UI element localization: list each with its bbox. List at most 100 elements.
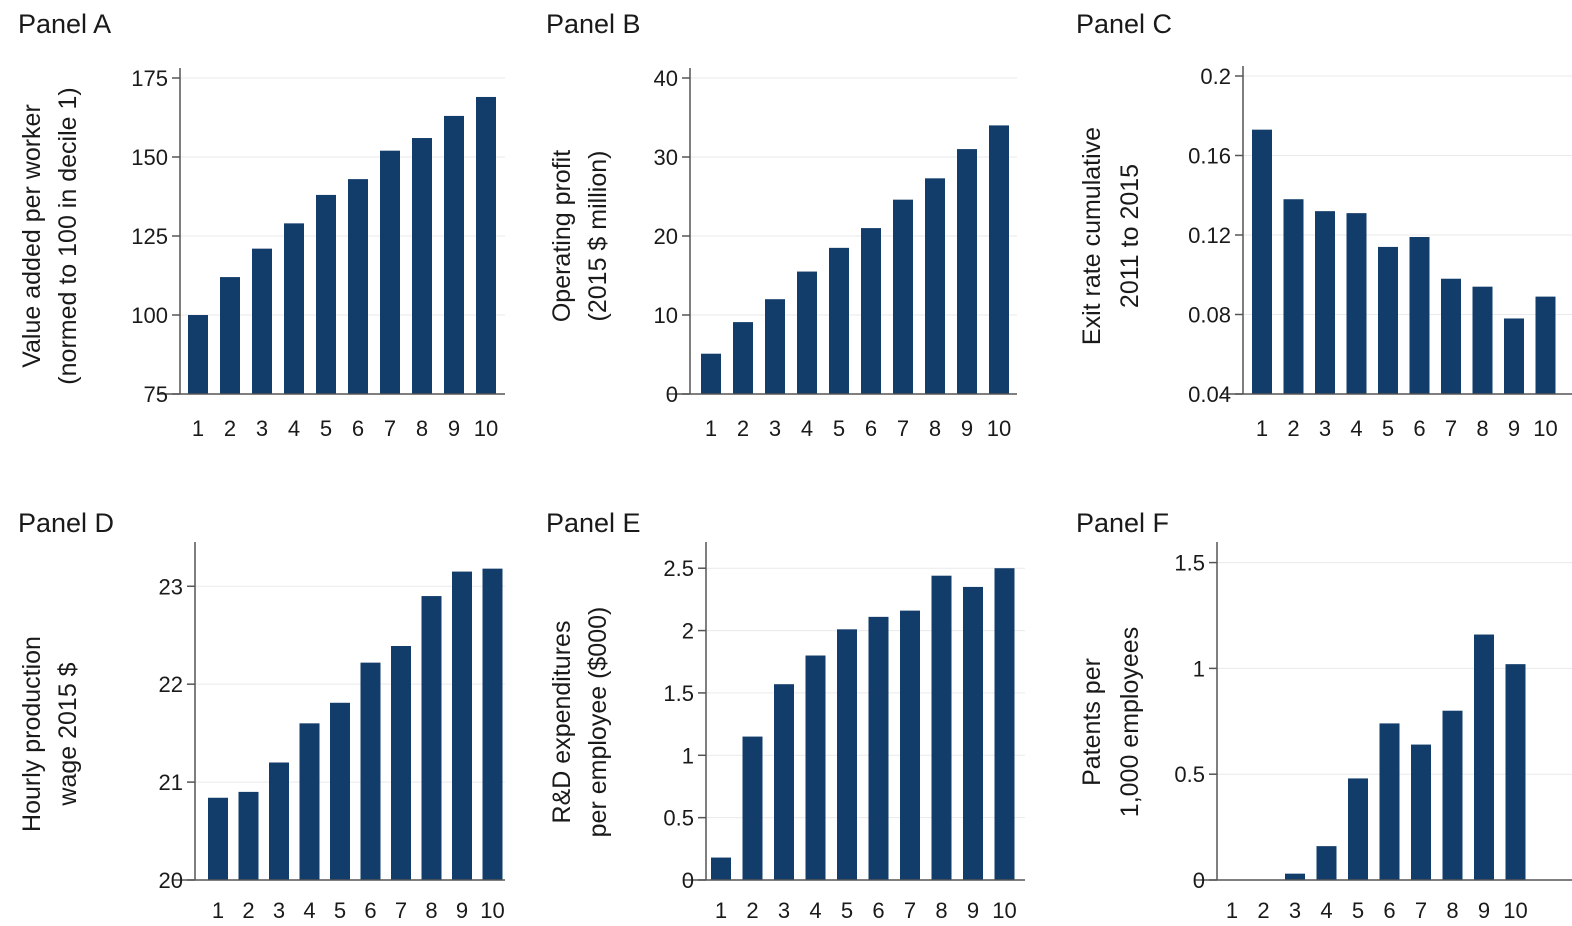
x-tick-label: 10 [1533,416,1557,441]
bar [1283,199,1304,394]
x-tick-label: 1 [192,416,204,441]
y-tick-label: 20 [159,868,183,893]
x-tick-label: 7 [384,416,396,441]
bar [269,762,289,880]
bar [330,702,350,880]
bar [900,610,920,880]
y-axis-label: Exit rate cumulative [1078,127,1106,345]
x-tick-label: 7 [1415,898,1427,923]
y-tick-label: 0.5 [663,806,694,831]
x-tick-label: 9 [1478,898,1490,923]
y-tick-label: 0 [666,382,678,407]
y-tick-label: 22 [159,672,183,697]
bar [316,194,336,394]
bar [931,575,952,880]
y-tick-label: 21 [159,770,183,795]
x-tick-label: 5 [1352,898,1364,923]
x-tick-label: 6 [352,416,364,441]
bar [1505,664,1526,880]
x-tick-label: 3 [1319,416,1331,441]
x-tick-label: 10 [1503,898,1527,923]
bar [963,586,983,880]
x-tick-label: 6 [1413,416,1425,441]
bar [1442,710,1463,880]
bar [1348,778,1368,880]
x-tick-label: 1 [705,416,717,441]
y-tick-label: 23 [159,574,183,599]
x-tick-label: 9 [1508,416,1520,441]
x-tick-label: 1 [1226,898,1238,923]
panel-e: Panel E R&D expenditures per employee ($… [546,508,1025,923]
y-axis-label: Value added per worker [18,104,46,368]
bar [1504,318,1524,394]
y-axis-label: (2015 $ million) [584,151,612,322]
x-tick-label: 6 [872,898,884,923]
x-tick-label: 8 [935,898,947,923]
y-axis-label: Patents per [1078,658,1106,786]
y-tick-label: 10 [654,303,678,328]
panel-title: Panel C [1076,9,1172,39]
panel-title: Panel F [1076,508,1169,538]
y-tick-label: 0.12 [1188,223,1231,248]
y-tick-label: 1.5 [663,681,694,706]
bar [925,178,945,394]
panel-title: Panel E [546,508,641,538]
y-axis-label: wage 2015 $ [54,662,82,806]
x-tick-label: 2 [224,416,236,441]
x-tick-label: 9 [967,898,979,923]
panel-title: Panel A [18,9,111,39]
y-tick-label: 0.16 [1188,144,1231,169]
bar [957,149,977,394]
x-tick-label: 8 [1476,416,1488,441]
x-tick-label: 4 [809,898,821,923]
x-tick-label: 10 [992,898,1016,923]
bar [837,629,857,880]
bar [742,736,763,880]
x-tick-label: 10 [480,898,504,923]
x-tick-label: 5 [320,416,332,441]
y-tick-label: 1.5 [1174,551,1205,576]
x-tick-label: 3 [769,416,781,441]
x-tick-label: 1 [1256,416,1268,441]
y-tick-label: 30 [654,145,678,170]
bar [1472,286,1493,394]
y-axis-label: Operating profit [548,150,576,322]
bar [829,247,849,394]
x-tick-label: 8 [425,898,437,923]
bar [861,228,881,394]
y-tick-label: 0 [1193,868,1205,893]
bar [391,645,411,880]
x-tick-label: 5 [334,898,346,923]
x-tick-label: 10 [987,416,1011,441]
x-tick-label: 10 [474,416,498,441]
bar [284,223,304,394]
bar [380,150,400,394]
x-tick-label: 4 [288,416,300,441]
x-tick-label: 8 [416,416,428,441]
x-tick-label: 4 [303,898,315,923]
y-axis-label: Hourly production [18,636,46,832]
x-tick-label: 5 [1382,416,1394,441]
y-tick-label: 125 [131,224,168,249]
y-tick-label: 2 [682,619,694,644]
panel-b: Panel B Operating profit (2015 $ million… [546,9,1017,441]
bar [452,571,472,880]
bar [476,96,496,395]
x-tick-label: 7 [395,898,407,923]
x-tick-label: 1 [212,898,224,923]
bar [733,322,753,394]
y-axis-label: 2011 to 2015 [1116,164,1144,308]
bar [805,655,826,880]
x-tick-label: 8 [929,416,941,441]
y-tick-label: 75 [144,382,168,407]
bar [482,568,503,880]
x-tick-label: 8 [1446,898,1458,923]
y-tick-label: 150 [131,145,168,170]
bar [360,662,381,880]
bar [994,568,1015,880]
y-tick-label: 2.5 [663,556,694,581]
x-tick-label: 3 [256,416,268,441]
bar [1409,236,1430,394]
x-tick-label: 7 [897,416,909,441]
